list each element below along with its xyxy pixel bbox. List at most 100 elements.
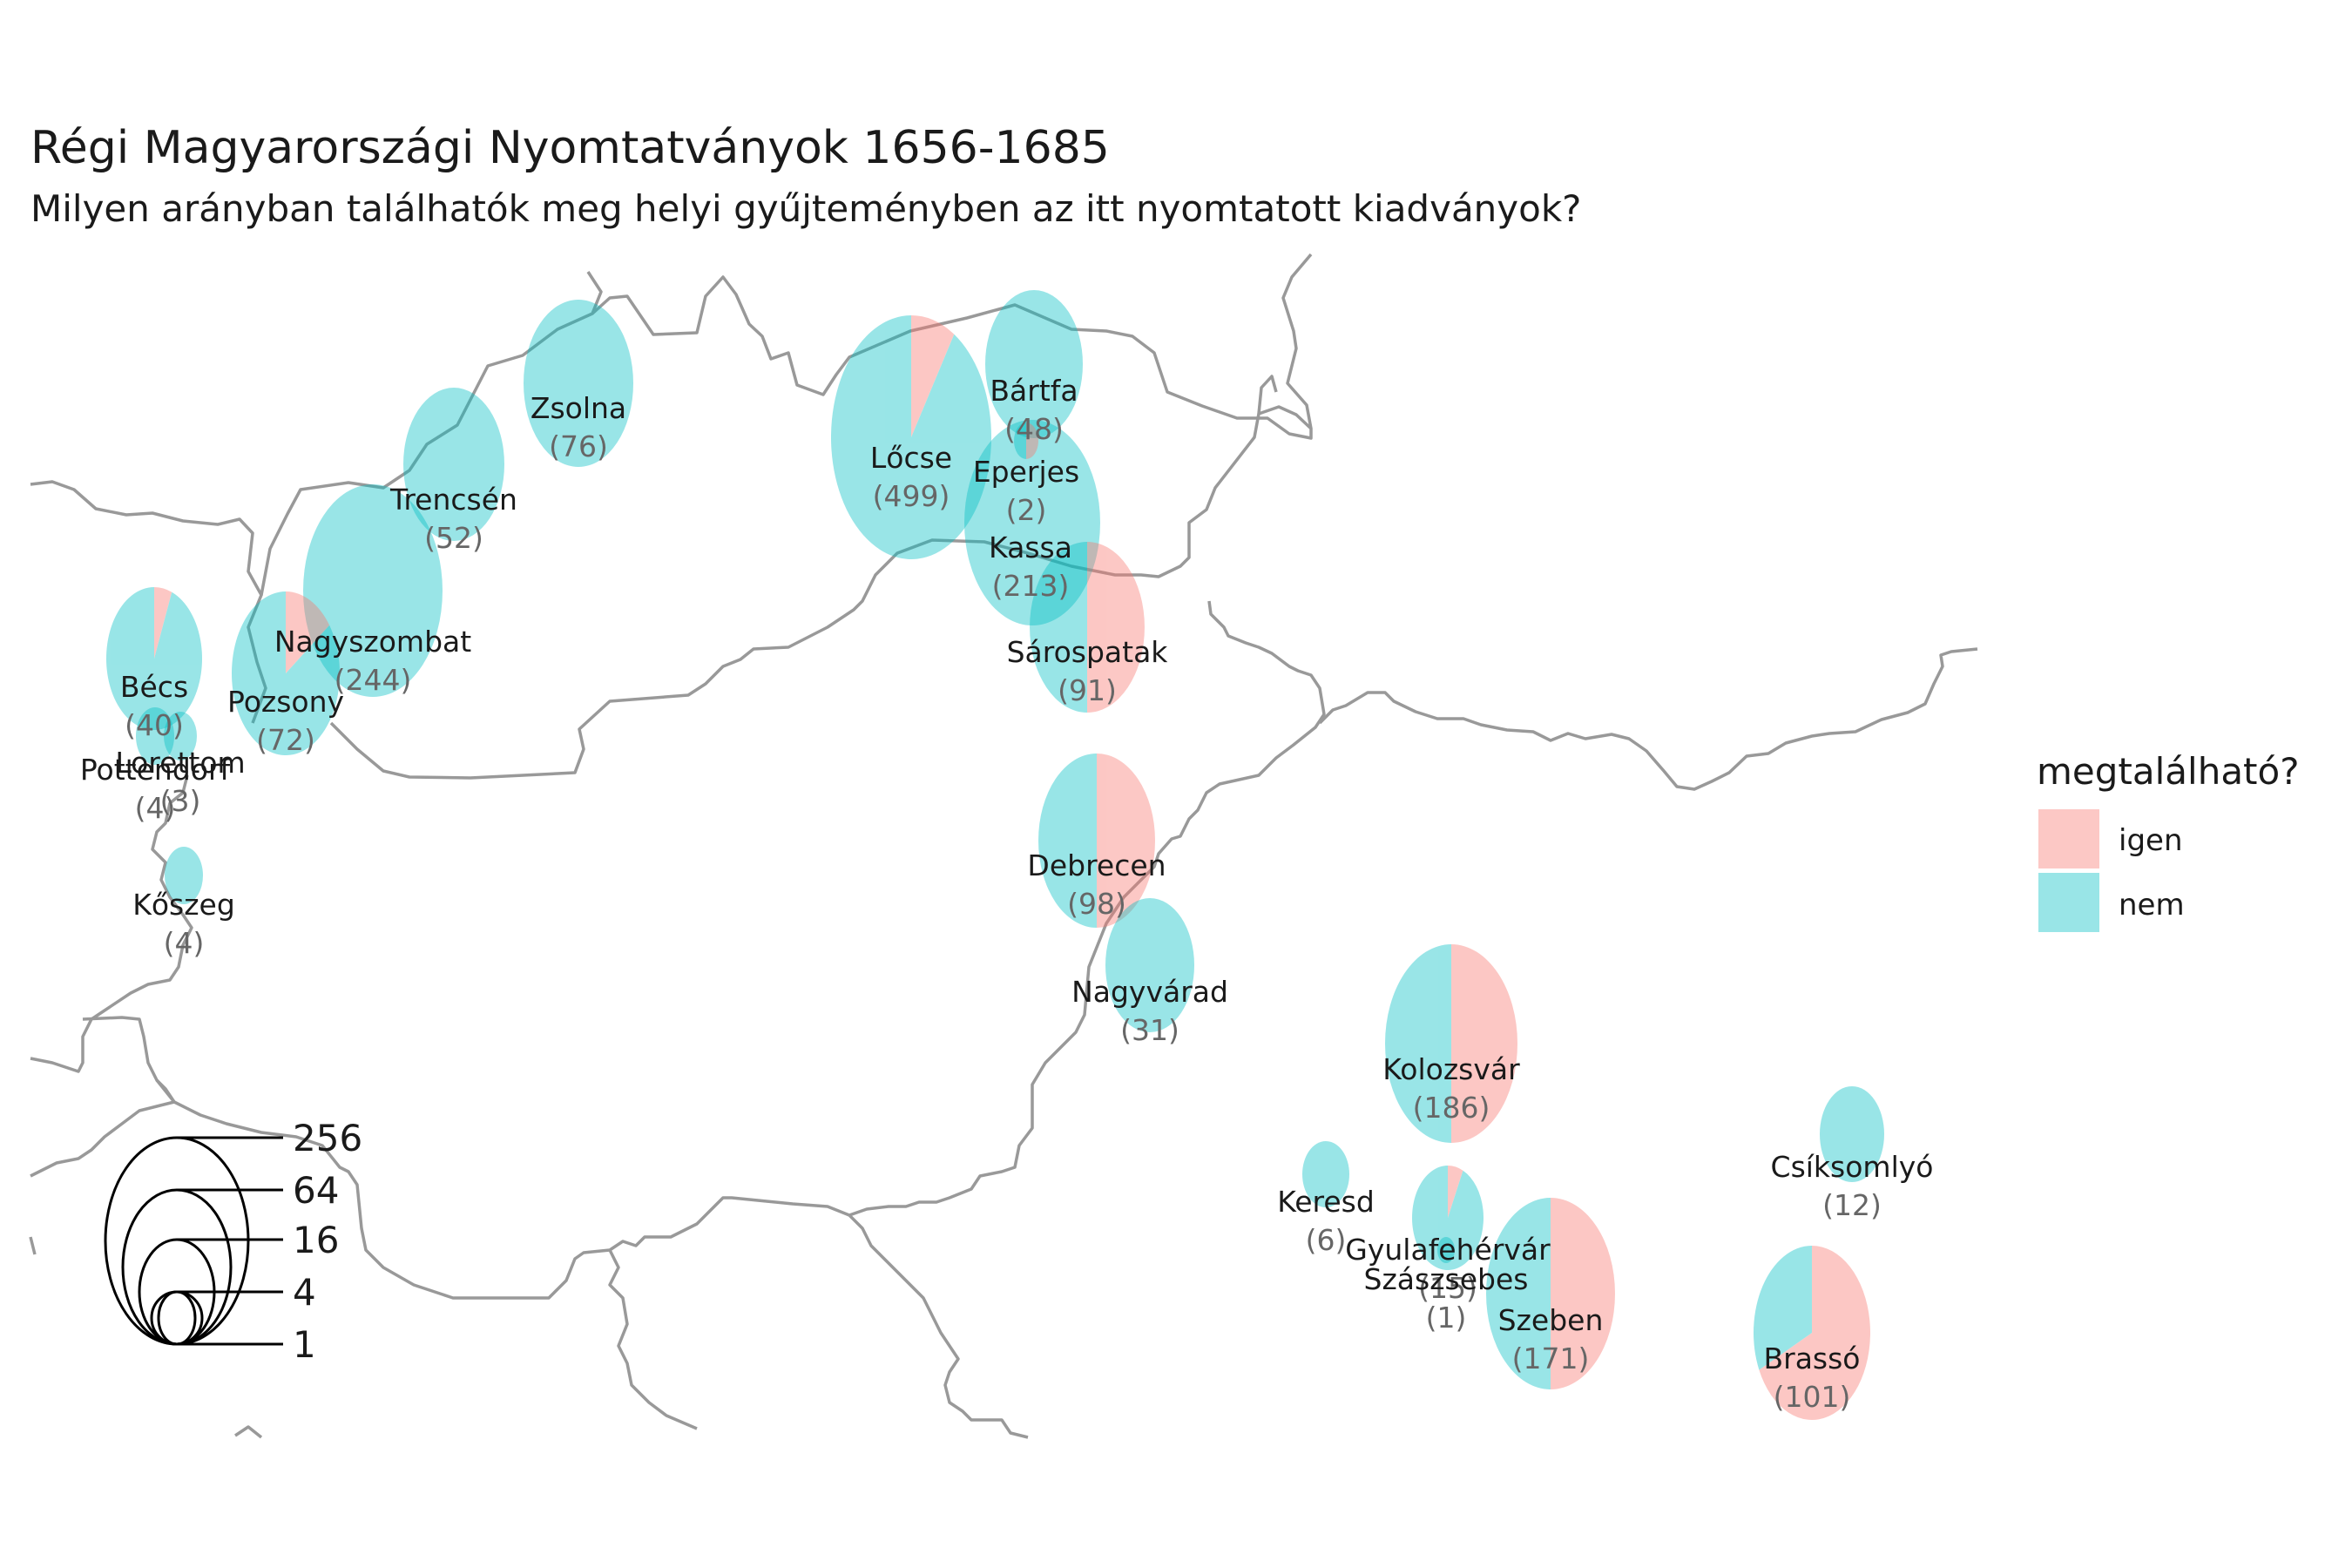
- city-count-debrecen: (98): [1067, 887, 1126, 921]
- pie-slice-nem-trencsen: [403, 388, 504, 541]
- pie-slice-nem-lorettom: [164, 712, 197, 760]
- size-legend-ellipse-64: [121, 1188, 233, 1346]
- city-count-becs: (40): [125, 708, 184, 742]
- legend-label-igen: igen: [2119, 823, 2183, 858]
- pie-slice-igen-sarospatak: [1087, 542, 1145, 713]
- city-name-locse: Lőcse: [870, 441, 952, 475]
- city-count-gyulafehervar: (15): [1418, 1271, 1477, 1305]
- city-count-szeben: (171): [1512, 1342, 1590, 1375]
- pie-szeben: [1486, 1198, 1615, 1389]
- city-name-koszeg: Kőszeg: [132, 888, 235, 922]
- pie-kolozsvar: [1385, 944, 1517, 1143]
- border-poland-slovak: [591, 275, 1313, 440]
- pie-slice-nem-sarospatak: [1030, 542, 1087, 713]
- pie-szaszsebes: [1437, 1237, 1455, 1263]
- city-name-szeben: Szeben: [1498, 1303, 1604, 1337]
- pie-slice-nem-brasso: [1753, 1246, 1812, 1370]
- city-name-nagyvarad: Nagyvárad: [1071, 975, 1228, 1009]
- size-legend-label-16: 16: [293, 1219, 339, 1261]
- pie-markers: [106, 290, 1884, 1420]
- border-romania-ukraine-north: [1318, 647, 1978, 791]
- city-name-trencsen: Trencsén: [389, 483, 517, 517]
- pie-slice-igen-eperjes: [1026, 422, 1038, 459]
- pie-slice-nem-becs: [106, 587, 203, 730]
- pie-pottendorf: [136, 707, 174, 765]
- city-count-bartfa: (48): [1004, 412, 1064, 446]
- pie-slice-nem-gyulafehervar: [1412, 1166, 1484, 1270]
- border-austria-hungary: [30, 774, 193, 1073]
- border-ukraine-romania: [848, 600, 1326, 1217]
- pie-locse: [830, 315, 991, 559]
- city-count-csiksomlyo: (12): [1822, 1188, 1882, 1222]
- city-count-sarospatak: (91): [1058, 673, 1117, 707]
- city-count-keresd: (6): [1306, 1223, 1347, 1257]
- size-legend-ellipse-1: [157, 1290, 197, 1346]
- pie-slice-nem-nagyszombat: [303, 484, 443, 697]
- pie-slice-igen-gyulafehervar: [1448, 1166, 1463, 1218]
- city-name-pottendorf: Pottendorf: [80, 753, 232, 787]
- pie-zsolna: [524, 300, 633, 467]
- city-labels: Lőcse (499) Nagyszombat (244) Kassa (213) Kolo…: [80, 374, 1934, 1414]
- border-serbia: [848, 1213, 1029, 1439]
- legend-swatch-nem[interactable]: [2038, 873, 2099, 932]
- pie-csiksomlyo: [1820, 1086, 1884, 1182]
- border-croatia-hungary: [155, 1078, 850, 1300]
- border-east: [1281, 253, 1313, 429]
- city-count-eperjes: (2): [1006, 493, 1047, 527]
- pie-koszeg: [165, 847, 203, 904]
- pie-slice-igen-pozsony: [286, 591, 330, 673]
- city-count-koszeg: (4): [164, 926, 205, 960]
- city-name-kassa: Kassa: [989, 531, 1072, 564]
- city-count-brasso: (101): [1774, 1380, 1851, 1414]
- pie-slice-igen-debrecen: [1097, 754, 1155, 928]
- border-south-fragment: [234, 1425, 263, 1439]
- city-name-pozsony: Pozsony: [227, 685, 344, 719]
- pie-bartfa: [985, 290, 1083, 438]
- border-small-west: [29, 1236, 37, 1255]
- city-name-keresd: Keresd: [1277, 1185, 1375, 1219]
- pie-kassa: [964, 420, 1100, 625]
- pie-slice-nem-szaszsebes: [1437, 1237, 1455, 1263]
- pie-slice-nem-pozsony: [231, 591, 340, 755]
- city-name-sarospatak: Sárospatak: [1007, 635, 1169, 669]
- pie-slice-nem-locse: [830, 315, 991, 559]
- city-count-trencsen: (52): [424, 521, 483, 555]
- city-name-debrecen: Debrecen: [1027, 848, 1166, 882]
- border-moravia: [260, 271, 603, 596]
- pie-eperjes: [1014, 422, 1038, 459]
- city-count-nagyvarad: (31): [1120, 1013, 1179, 1047]
- city-name-gyulafehervar: Gyulafehérvár: [1345, 1233, 1551, 1267]
- border-czech-slovak: [30, 480, 267, 724]
- city-count-lorettom: (3): [160, 784, 201, 818]
- pie-slice-nem-keresd: [1302, 1141, 1349, 1207]
- pie-pozsony: [231, 591, 340, 755]
- legend-title: megtalálható?: [2037, 750, 2300, 793]
- city-name-szaszsebes: Szászsebes: [1364, 1262, 1529, 1296]
- size-legend-label-256: 256: [293, 1117, 362, 1159]
- pie-slice-nem-kassa: [964, 420, 1100, 625]
- pie-sarospatak: [1030, 542, 1145, 713]
- pie-slice-igen-becs: [154, 587, 172, 659]
- page-subtitle: Milyen arányban találhatók meg helyi gyű…: [30, 187, 1582, 230]
- legend-swatch-igen[interactable]: [2038, 809, 2099, 868]
- size-legend-label-1: 1: [293, 1323, 316, 1366]
- country-borders: [29, 253, 1978, 1439]
- border-slovenia-croatia: [30, 1016, 176, 1178]
- pie-nagyvarad: [1105, 898, 1194, 1032]
- city-name-nagyszombat: Nagyszombat: [274, 625, 471, 659]
- city-name-lorettom: Lorettom: [115, 746, 245, 780]
- city-name-becs: Bécs: [120, 670, 188, 704]
- pie-nagyszombat: [303, 484, 443, 697]
- pie-slice-nem-kolozsvar: [1385, 944, 1451, 1143]
- pie-slice-nem-nagyvarad: [1105, 898, 1194, 1032]
- pie-slice-igen-brasso: [1759, 1246, 1870, 1420]
- border-croatia-serbia: [608, 1249, 698, 1430]
- pie-slice-igen-locse: [911, 315, 955, 437]
- pie-slice-nem-szeben: [1486, 1198, 1551, 1389]
- city-count-kassa: (213): [992, 569, 1070, 603]
- fill-legend: megtalálható? igen nem: [2037, 750, 2300, 932]
- city-count-pottendorf: (4): [135, 791, 176, 825]
- legend-label-nem: nem: [2119, 888, 2185, 923]
- city-name-eperjes: Eperjes: [973, 455, 1079, 489]
